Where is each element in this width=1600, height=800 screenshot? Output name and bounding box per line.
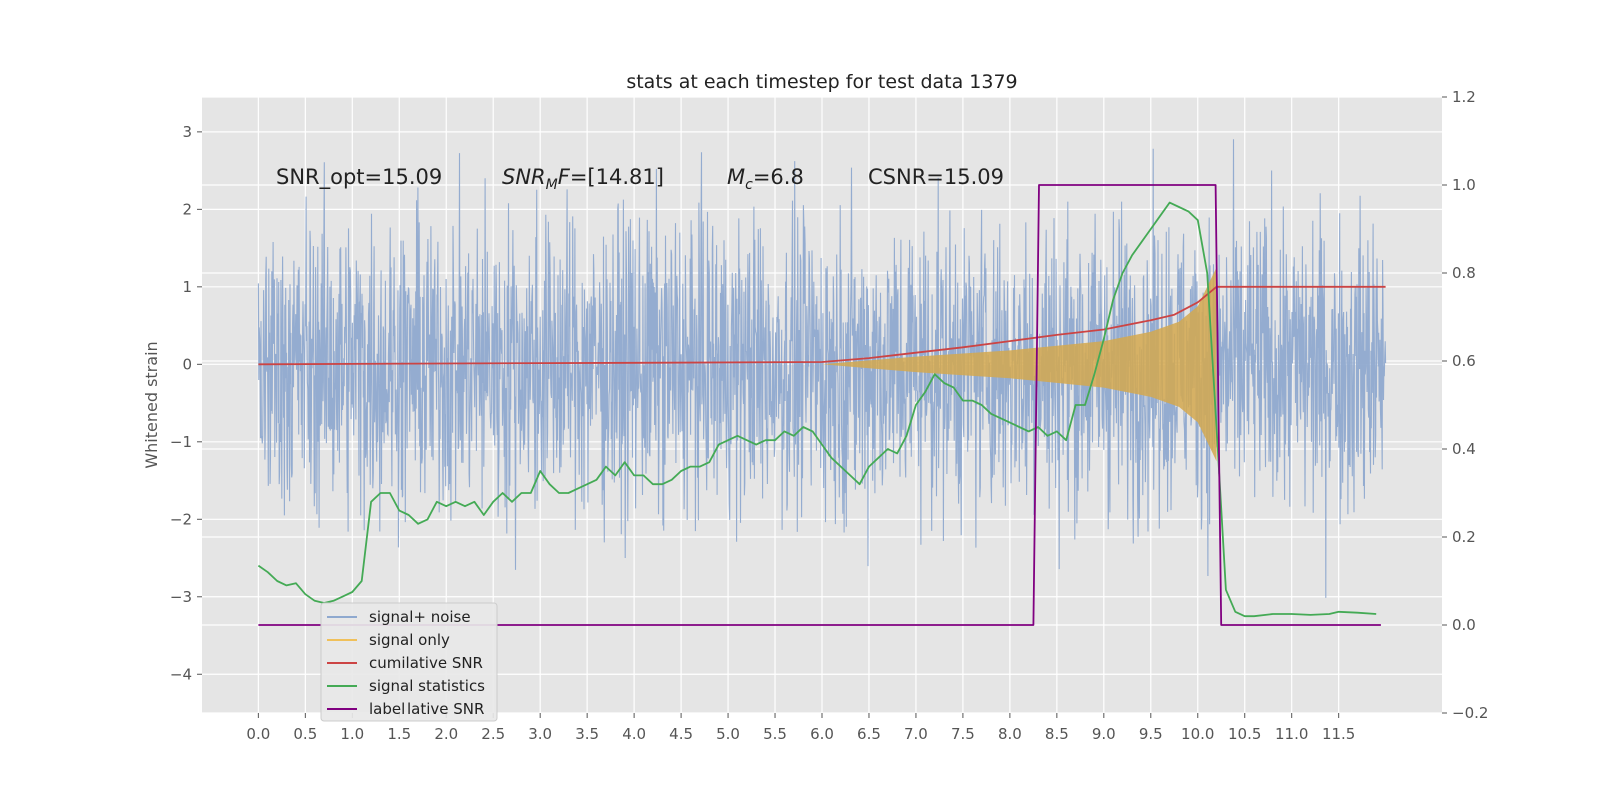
x-tick-label: 4.0 — [622, 725, 646, 743]
x-tick-label: 3.5 — [575, 725, 599, 743]
annotation-suffix: =6.8 — [753, 165, 804, 189]
annotations: SNR_opt=15.09 SNRMF=[14.81] Mc=6.8 CSNR=15.… — [276, 165, 1004, 193]
annotation-symbol: SNR — [502, 165, 546, 189]
x-tick-label: 9.5 — [1139, 725, 1163, 743]
x-tick-label: 7.0 — [904, 725, 928, 743]
y2-tick-label: −0.2 — [1452, 704, 1488, 722]
y2-tick-label: 0.6 — [1452, 352, 1476, 370]
legend-label: cumilative SNR — [369, 654, 483, 672]
series-signal-statistics-line — [257, 201, 1377, 618]
legend-label: label — [369, 700, 405, 718]
x-tick-label: 5.0 — [716, 725, 740, 743]
y-tick-label: −1 — [170, 433, 192, 451]
annotation-prefix: CSNR=15.09 — [868, 165, 1004, 189]
y-tick-label: −2 — [170, 510, 192, 528]
annotation-suffix-italic: F — [558, 165, 571, 189]
y-tick-label: 1 — [182, 278, 192, 296]
series-signal-only-band — [822, 267, 1217, 462]
series — [257, 139, 1387, 626]
legend-ghost-text: lative SNR — [407, 700, 484, 718]
legend-label: signal+ noise — [369, 608, 471, 626]
annotation-subscript: M — [546, 177, 558, 193]
x-tick-label: 0.5 — [293, 725, 317, 743]
y2-tick-label: 1.0 — [1452, 176, 1476, 194]
x-tick-label: 10.5 — [1228, 725, 1261, 743]
y2-tick-label: 0.2 — [1452, 528, 1476, 546]
x-tick-label: 1.5 — [387, 725, 411, 743]
series-label-line — [258, 184, 1381, 626]
x-tick-label: 4.5 — [669, 725, 693, 743]
y-tick-label: 0 — [182, 355, 192, 373]
y2-tick-label: 0.4 — [1452, 440, 1476, 458]
x-tick-label: 1.0 — [340, 725, 364, 743]
annotation-subscript: c — [745, 177, 753, 193]
annotation-suffix: F=[14.81] — [558, 165, 664, 189]
x-tick-label: 2.0 — [434, 725, 458, 743]
y2-tick-label: 0.0 — [1452, 616, 1476, 634]
annotation-text: Mc=6.8 — [727, 165, 804, 193]
y2-tick-label: 0.8 — [1452, 264, 1476, 282]
x-tick-label: 8.5 — [1045, 725, 1069, 743]
x-tick-label: 6.0 — [810, 725, 834, 743]
annotation-text: CSNR=15.09 — [868, 165, 1004, 189]
x-tick-label: 3.0 — [528, 725, 552, 743]
x-tick-label: 0.0 — [246, 725, 270, 743]
x-tick-label: 11.0 — [1275, 725, 1308, 743]
y-tick-label: 3 — [182, 123, 192, 141]
y-tick-label: −3 — [170, 588, 192, 606]
y-tick-label: −4 — [170, 665, 192, 683]
legend-box — [320, 602, 498, 722]
legend-label: signal only — [369, 631, 450, 649]
x-axis: 0.0 0.5 1.0 1.5 2.0 2.5 3.0 3.5 4.0 4.5 5.0 5.5 6.0 6… — [246, 713, 1355, 743]
series-cumulative-snr-line — [258, 285, 1386, 366]
x-tick-label: 10.0 — [1181, 725, 1214, 743]
annotation-text: SNRMF=[14.81] — [502, 165, 664, 193]
y-axis-left: 3 2 1 0 −1 −2 −3 −4 — [170, 123, 202, 683]
x-tick-label: 7.5 — [951, 725, 975, 743]
annotation-symbol: M — [727, 165, 745, 189]
x-tick-label: 5.5 — [763, 725, 787, 743]
x-tick-label: 2.5 — [481, 725, 505, 743]
annotation-text: SNR_opt=15.09 — [276, 165, 442, 190]
annotation-suffix-rest: =[14.81] — [570, 165, 664, 189]
chart-title: stats at each timestep for test data 137… — [626, 71, 1017, 93]
x-tick-label: 11.5 — [1322, 725, 1355, 743]
y2-tick-label: 1.2 — [1452, 88, 1476, 106]
x-tick-label: 9.0 — [1092, 725, 1116, 743]
legend: signal+ noise signal only cumilative SNR si… — [320, 602, 498, 722]
x-tick-label: 6.5 — [857, 725, 881, 743]
y-axis-label: Whitened strain — [142, 341, 161, 468]
y-axis-right: 1.2 1.0 0.8 0.6 0.4 0.2 0.0 −0.2 — [1442, 88, 1488, 722]
y-tick-label: 2 — [182, 200, 192, 218]
x-tick-label: 8.0 — [998, 725, 1022, 743]
annotation-prefix: SNR_opt=15.09 — [276, 165, 442, 190]
legend-label: signal statistics — [369, 677, 485, 695]
